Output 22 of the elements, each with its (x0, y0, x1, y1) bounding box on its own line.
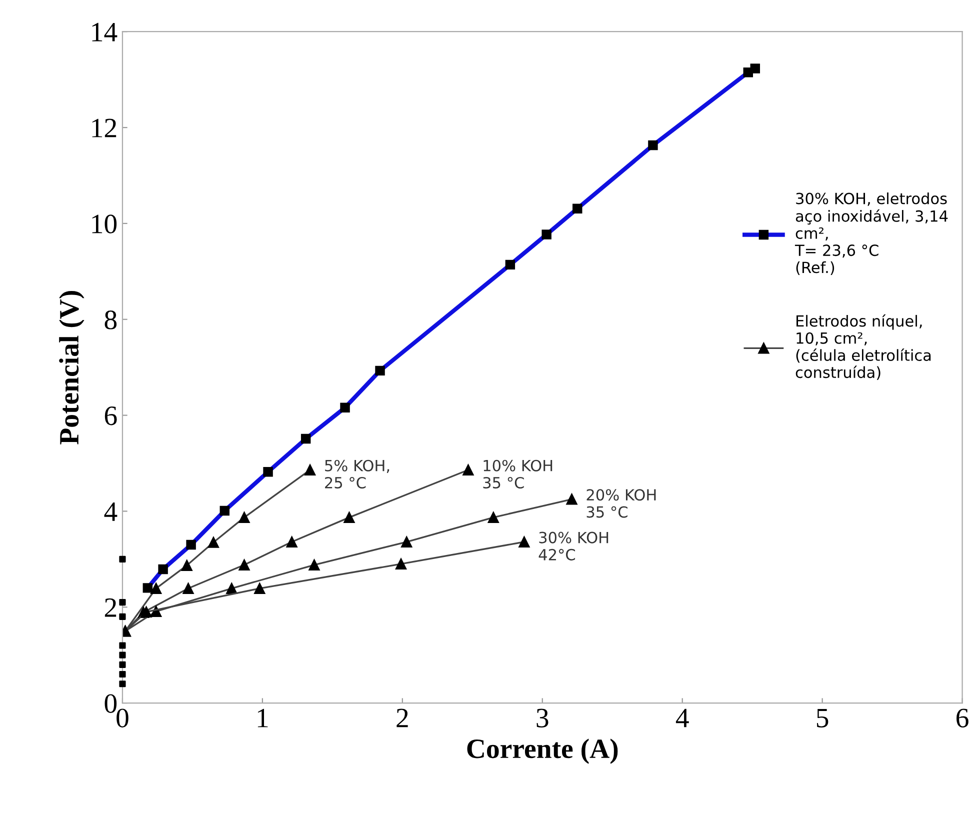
x-tick-label: 2 (396, 708, 408, 728)
annotation: 10% KOH 35 °C (483, 460, 552, 488)
y-tick-label: 6 (104, 406, 117, 426)
x-tick-label: 5 (816, 708, 828, 728)
x-tick-label: 4 (676, 708, 689, 728)
annotation: 20% KOH 35 °C (586, 489, 656, 518)
y-tick-label: 2 (104, 598, 116, 617)
y-tick-label: 14 (92, 22, 118, 42)
legend-label: Eletrodos níquel, 10,5 cm², (célula eletrolítica construída) (796, 314, 931, 380)
y-tick-label: 4 (104, 502, 118, 521)
y-axis-title: Potencial (V) (59, 291, 84, 444)
y-tick-label: 12 (92, 118, 116, 138)
annotation: 30% KOH 42°C (538, 532, 608, 560)
x-tick-label: 3 (536, 708, 548, 728)
x-axis-title: Corrente (A) (467, 738, 618, 764)
x-tick-label: 6 (956, 708, 968, 728)
y-tick-label: 8 (104, 310, 117, 330)
y-tick-label: 0 (104, 694, 117, 713)
legend-label: 30% KOH, eletrodos aço inoxidável, 3,14 cm², T= 23,6 °C (Ref.) (794, 192, 948, 275)
annotation: 5% KOH, 25 °C (325, 460, 390, 488)
y-tick-label: 10 (92, 214, 117, 234)
x-tick-label: 1 (258, 708, 268, 728)
